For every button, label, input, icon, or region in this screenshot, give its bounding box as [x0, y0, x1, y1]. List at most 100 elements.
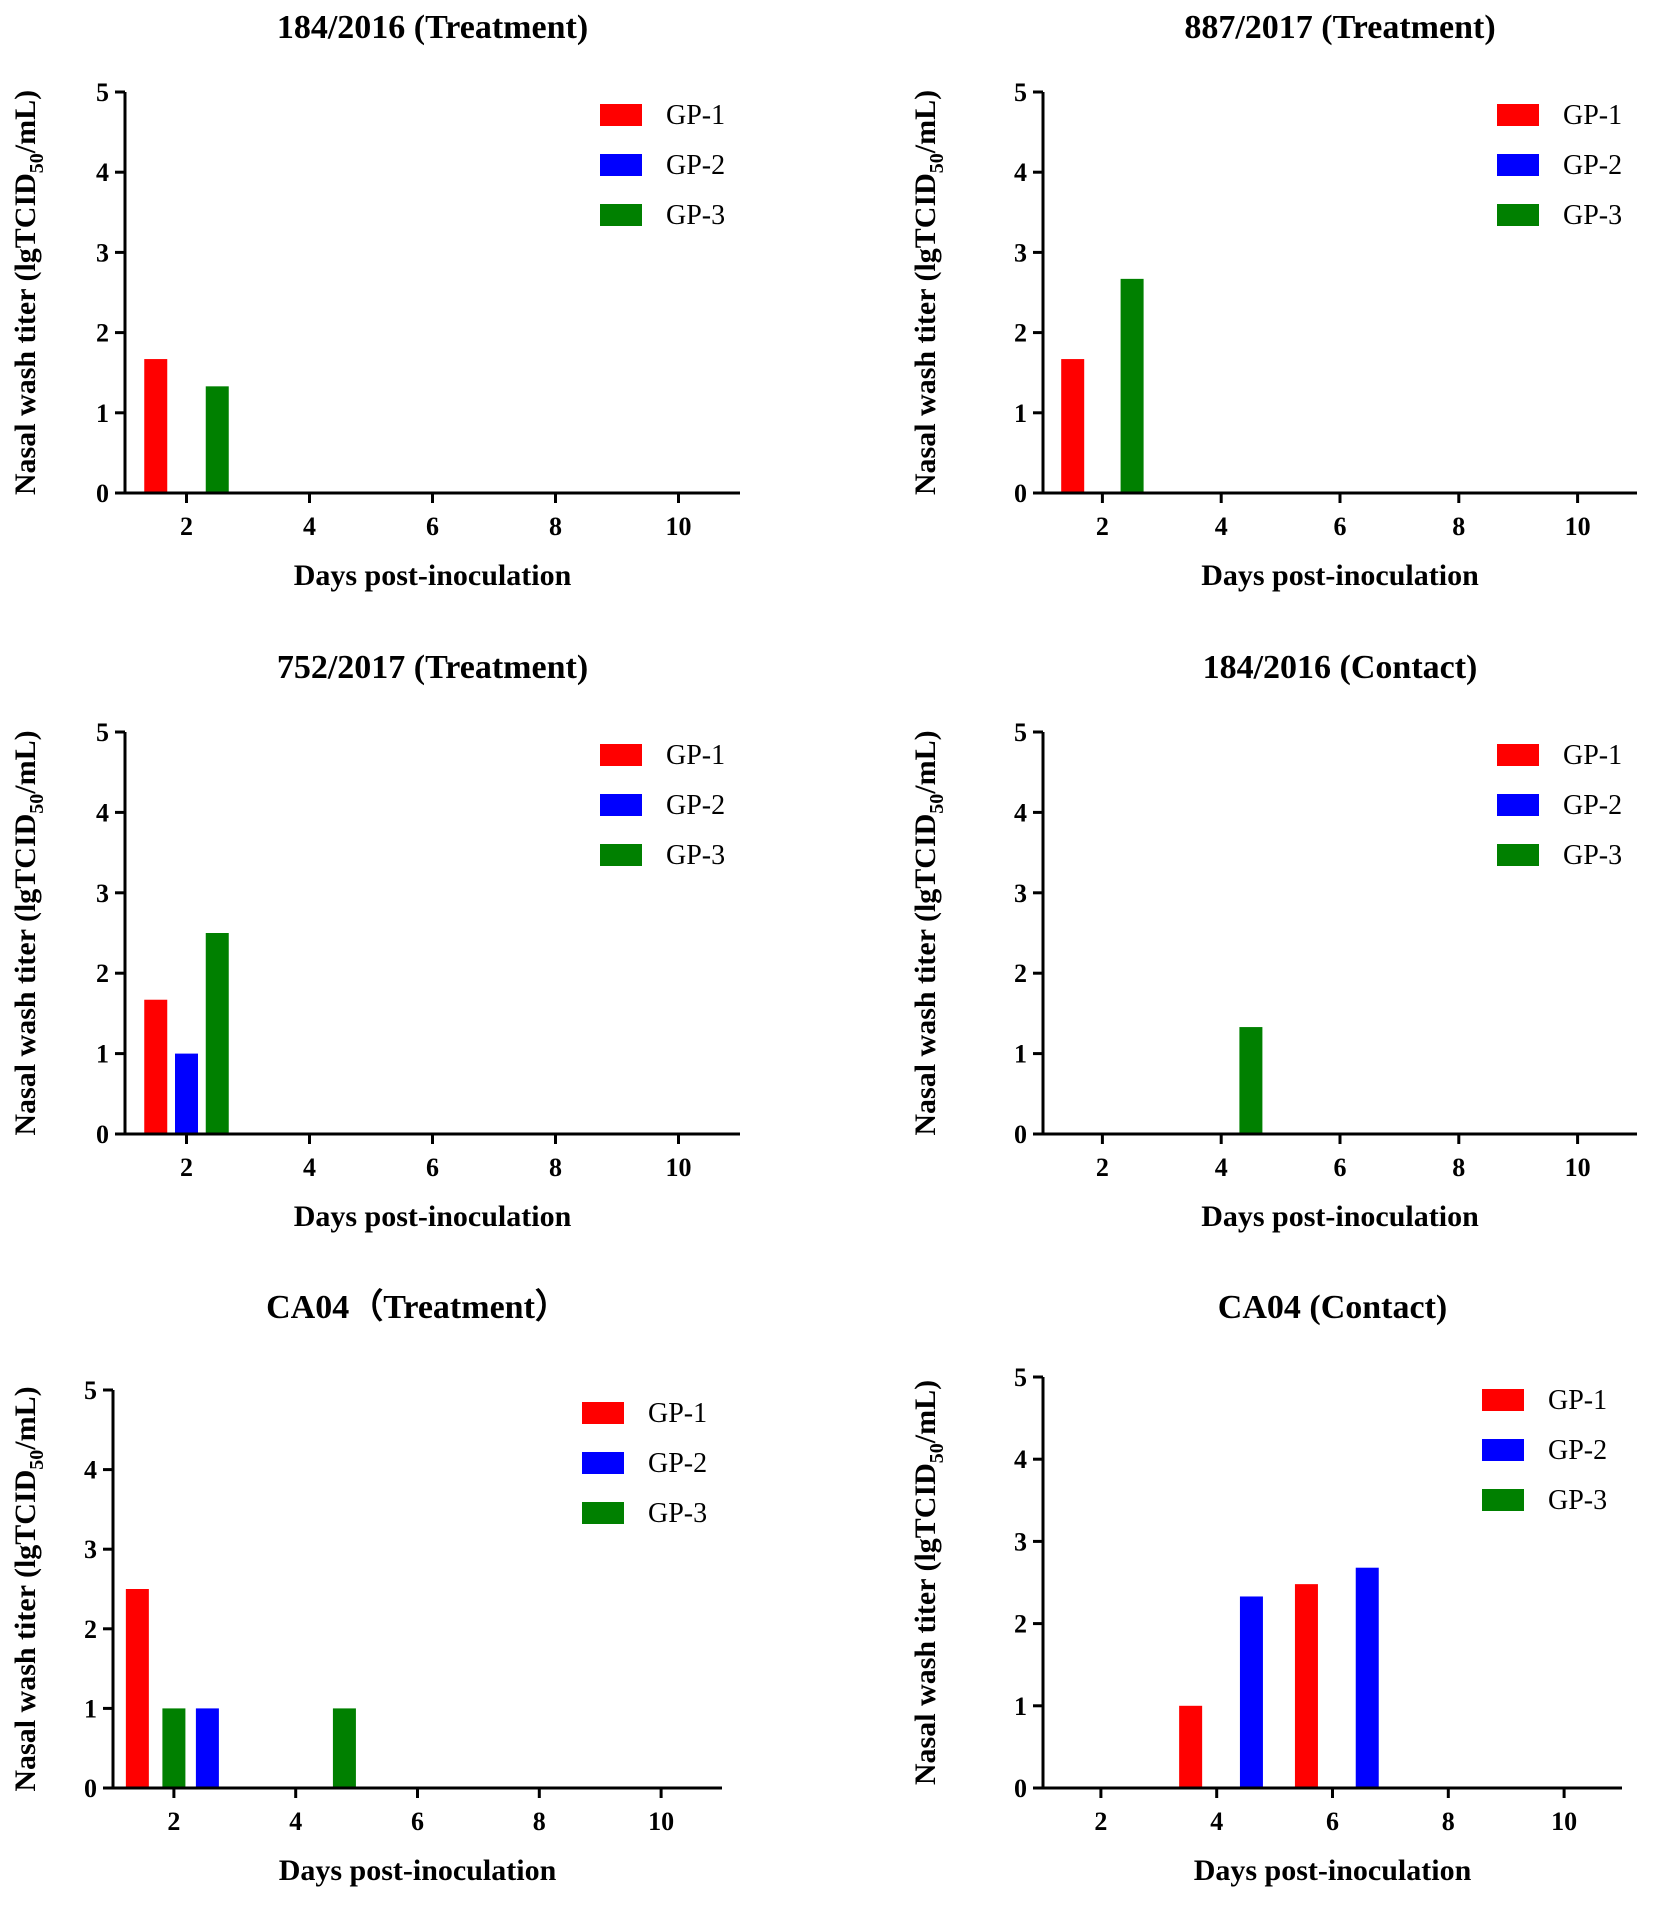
y-tick-label: 0	[96, 479, 109, 508]
y-tick-label: 3	[96, 879, 109, 908]
x-axis-label: Days post-inoculation	[294, 559, 572, 592]
x-tick-label: 8	[549, 1153, 562, 1182]
legend-swatch-gp-3	[582, 1502, 624, 1524]
legend-swatch-gp-3	[1497, 844, 1539, 866]
x-axis-label: Days post-inoculation	[294, 1200, 572, 1233]
y-tick-label: 0	[1014, 1120, 1027, 1149]
bar-gp-1	[125, 1589, 149, 1788]
y-axis-label: Nasal wash titer (lgTCID50/mL)	[909, 1380, 948, 1785]
legend-label-gp-1: GP-1	[666, 740, 725, 771]
y-tick-label: 0	[96, 1120, 109, 1149]
x-tick-label: 6	[1326, 1807, 1339, 1836]
x-axis-label: Days post-inoculation	[1201, 1200, 1479, 1233]
legend-label-gp-2: GP-2	[1563, 790, 1622, 821]
bar-gp-3	[205, 933, 229, 1134]
legend-label-gp-1: GP-1	[1548, 1385, 1607, 1416]
x-tick-label: 8	[1452, 1153, 1465, 1182]
x-tick-label: 4	[1215, 512, 1228, 541]
y-tick-label: 2	[96, 319, 109, 348]
y-tick-label: 0	[1014, 1774, 1027, 1803]
y-tick-label: 5	[1014, 718, 1027, 747]
y-tick-label: 1	[1014, 399, 1027, 428]
x-tick-label: 8	[1442, 1807, 1455, 1836]
x-tick-label: 2	[180, 1153, 193, 1182]
y-tick-label: 3	[1014, 879, 1027, 908]
y-tick-label: 4	[1014, 1445, 1027, 1474]
y-tick-label: 2	[1014, 1610, 1027, 1639]
x-tick-label: 6	[1334, 512, 1347, 541]
y-tick-label: 2	[84, 1615, 97, 1644]
legend-label-gp-2: GP-2	[666, 150, 725, 181]
x-tick-label: 10	[1551, 1807, 1577, 1836]
bar-gp-1	[1179, 1705, 1203, 1788]
bar-gp-2	[1355, 1567, 1379, 1788]
legend-swatch-gp-2	[600, 154, 642, 176]
chart-panel-3: 752/2017 (Treatment) Nasal wash titer (lg…	[0, 640, 760, 1260]
legend-label-gp-2: GP-2	[1548, 1435, 1607, 1466]
y-tick-label: 3	[96, 238, 109, 267]
chart-panel-5: CA04（Treatment） Nasal wash titer (lgTCID5…	[0, 1280, 760, 1920]
legend-label-gp-3: GP-3	[1563, 840, 1622, 871]
x-tick-label: 6	[1334, 1153, 1347, 1182]
bar-gp-3	[1120, 278, 1144, 493]
x-tick-label: 2	[1096, 1153, 1109, 1182]
legend-swatch-gp-2	[600, 794, 642, 816]
x-tick-label: 6	[411, 1807, 424, 1836]
y-tick-label: 3	[84, 1535, 97, 1564]
y-tick-label: 5	[96, 78, 109, 107]
x-tick-label: 10	[666, 1153, 692, 1182]
y-axis-label: Nasal wash titer (lgTCID50/mL)	[909, 730, 948, 1135]
x-axis-label: Days post-inoculation	[1201, 559, 1479, 592]
y-tick-label: 3	[1014, 1527, 1027, 1556]
legend-label-gp-3: GP-3	[666, 200, 725, 231]
legend-swatch-gp-2	[1482, 1439, 1524, 1461]
legend-label-gp-2: GP-2	[1563, 150, 1622, 181]
y-tick-label: 4	[84, 1456, 97, 1485]
y-tick-label: 3	[1014, 238, 1027, 267]
chart-svg: 887/2017 (Treatment) Nasal wash titer (lg…	[909, 9, 1637, 592]
legend-swatch-gp-3	[1497, 204, 1539, 226]
legend-swatch-gp-2	[582, 1452, 624, 1474]
x-tick-label: 10	[648, 1807, 674, 1836]
legend-label-gp-1: GP-1	[648, 1398, 707, 1429]
x-tick-label: 6	[426, 1153, 439, 1182]
y-axis-label: Nasal wash titer (lgTCID50/mL)	[909, 90, 948, 495]
y-tick-label: 1	[1014, 1040, 1027, 1069]
legend-label-gp-3: GP-3	[666, 840, 725, 871]
y-axis-label: Nasal wash titer (lgTCID50/mL)	[9, 1386, 48, 1791]
y-tick-label: 1	[96, 399, 109, 428]
y-tick-label: 2	[96, 959, 109, 988]
x-axis-label: Days post-inoculation	[279, 1854, 557, 1887]
x-tick-label: 2	[180, 512, 193, 541]
x-tick-label: 8	[549, 512, 562, 541]
x-tick-label: 4	[303, 512, 316, 541]
y-tick-label: 0	[1014, 479, 1027, 508]
legend-swatch-gp-3	[600, 204, 642, 226]
x-tick-label: 4	[1210, 1807, 1223, 1836]
y-tick-label: 2	[1014, 319, 1027, 348]
bar-gp-3	[162, 1708, 186, 1788]
y-axis-label: Nasal wash titer (lgTCID50/mL)	[9, 730, 48, 1135]
bar-gp-1	[144, 999, 168, 1134]
x-tick-label: 4	[289, 1807, 302, 1836]
x-tick-label: 2	[1094, 1807, 1107, 1836]
chart-svg: CA04（Treatment） Nasal wash titer (lgTCID5…	[9, 1287, 722, 1887]
y-tick-label: 2	[1014, 959, 1027, 988]
bar-gp-1	[1294, 1584, 1318, 1788]
chart-svg: 184/2016 (Contact) Nasal wash titer (lgTC…	[909, 649, 1637, 1233]
x-tick-label: 8	[1452, 512, 1465, 541]
x-tick-label: 8	[533, 1807, 546, 1836]
y-tick-label: 0	[84, 1774, 97, 1803]
y-tick-label: 4	[1014, 158, 1027, 187]
chart-title: CA04 (Contact)	[1218, 1289, 1447, 1326]
chart-title: 887/2017 (Treatment)	[1184, 9, 1495, 46]
legend-label-gp-3: GP-3	[648, 1498, 707, 1529]
y-tick-label: 5	[96, 718, 109, 747]
legend-swatch-gp-1	[1497, 104, 1539, 126]
chart-title: 752/2017 (Treatment)	[277, 649, 588, 686]
y-tick-label: 1	[84, 1694, 97, 1723]
chart-panel-1: 184/2016 (Treatment) Nasal wash titer (lg…	[0, 0, 760, 620]
y-tick-label: 5	[1014, 78, 1027, 107]
y-tick-label: 1	[1014, 1692, 1027, 1721]
